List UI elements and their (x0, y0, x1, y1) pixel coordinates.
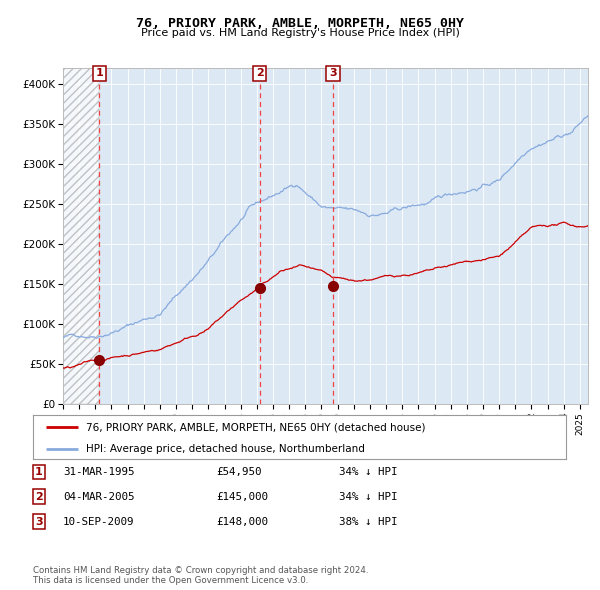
Text: 3: 3 (329, 68, 337, 78)
Text: £54,950: £54,950 (216, 467, 262, 477)
Text: Price paid vs. HM Land Registry's House Price Index (HPI): Price paid vs. HM Land Registry's House … (140, 28, 460, 38)
Text: 3: 3 (35, 517, 43, 526)
Text: 38% ↓ HPI: 38% ↓ HPI (339, 517, 397, 526)
Text: HPI: Average price, detached house, Northumberland: HPI: Average price, detached house, Nort… (86, 444, 365, 454)
Text: 2: 2 (256, 68, 263, 78)
Text: 04-MAR-2005: 04-MAR-2005 (63, 492, 134, 502)
Text: 1: 1 (95, 68, 103, 78)
Text: 1: 1 (35, 467, 43, 477)
Text: £145,000: £145,000 (216, 492, 268, 502)
Text: 76, PRIORY PARK, AMBLE, MORPETH, NE65 0HY (detached house): 76, PRIORY PARK, AMBLE, MORPETH, NE65 0H… (86, 422, 426, 432)
Text: Contains HM Land Registry data © Crown copyright and database right 2024.
This d: Contains HM Land Registry data © Crown c… (33, 566, 368, 585)
Text: 34% ↓ HPI: 34% ↓ HPI (339, 467, 397, 477)
Text: 34% ↓ HPI: 34% ↓ HPI (339, 492, 397, 502)
Text: 76, PRIORY PARK, AMBLE, MORPETH, NE65 0HY: 76, PRIORY PARK, AMBLE, MORPETH, NE65 0H… (136, 17, 464, 30)
Text: £148,000: £148,000 (216, 517, 268, 526)
Text: 10-SEP-2009: 10-SEP-2009 (63, 517, 134, 526)
Text: 2: 2 (35, 492, 43, 502)
Text: 31-MAR-1995: 31-MAR-1995 (63, 467, 134, 477)
